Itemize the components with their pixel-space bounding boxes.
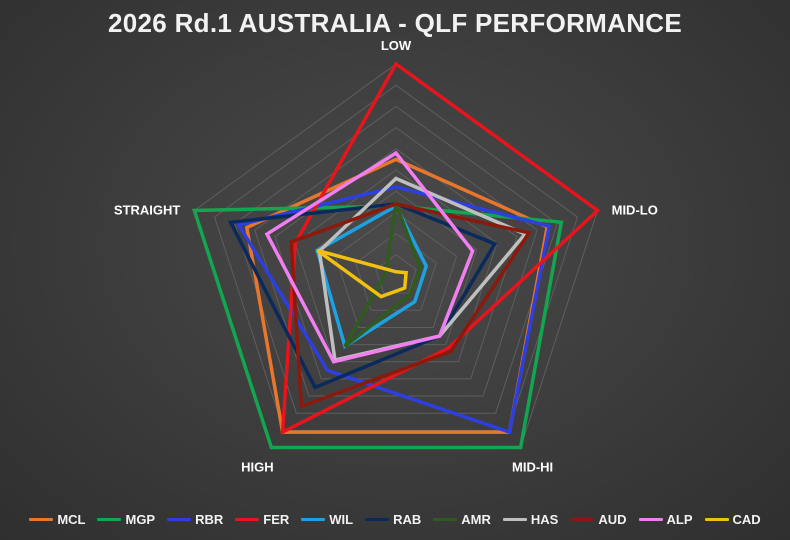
legend-swatch bbox=[301, 518, 326, 521]
legend-swatch bbox=[29, 518, 54, 521]
legend-item-rab: RAB bbox=[365, 512, 421, 527]
axis-labels: LOW MID-LO MID-HI HIGH STRAIGHT bbox=[114, 38, 658, 475]
legend-item-mcl: MCL bbox=[29, 512, 85, 527]
legend-item-cad: CAD bbox=[704, 512, 761, 527]
grid-ring bbox=[234, 105, 558, 414]
grid-ring bbox=[355, 232, 437, 311]
axis-label-mid-lo: MID-LO bbox=[612, 202, 658, 217]
legend-swatch bbox=[433, 518, 458, 521]
legend-label: AUD bbox=[598, 512, 627, 527]
legend-swatch bbox=[502, 518, 527, 521]
legend-label: MCL bbox=[57, 512, 86, 527]
series-mgp bbox=[191, 204, 564, 450]
radar-series bbox=[191, 61, 601, 450]
legend-label: AMR bbox=[461, 512, 491, 527]
grid-ring bbox=[294, 169, 498, 363]
legend-item-rbr: RBR bbox=[167, 512, 223, 527]
legend-label: FER bbox=[263, 512, 290, 527]
legend-swatch bbox=[167, 518, 192, 521]
axis-label-straight: STRAIGHT bbox=[114, 202, 181, 217]
legend-item-has: HAS bbox=[502, 512, 559, 527]
legend-item-wil: WIL bbox=[301, 512, 353, 527]
legend-swatch bbox=[235, 518, 260, 521]
legend-swatch bbox=[97, 518, 122, 521]
legend-label: ALP bbox=[666, 512, 693, 527]
legend-item-amr: AMR bbox=[433, 512, 491, 527]
series-alp bbox=[264, 150, 475, 364]
grid-ring bbox=[193, 63, 599, 449]
legend-label: HAS bbox=[530, 512, 559, 527]
legend-swatch bbox=[365, 518, 390, 521]
legend-label: MGP bbox=[125, 512, 156, 527]
grid-ring bbox=[375, 254, 417, 294]
series-wil bbox=[315, 203, 429, 350]
legend-label: RBR bbox=[195, 512, 224, 527]
legend-swatch bbox=[638, 518, 663, 521]
series-amr bbox=[343, 196, 423, 348]
series-fer bbox=[280, 61, 601, 436]
series-cad bbox=[316, 248, 408, 299]
legend: MCL MGP RBR FER WIL RAB AMR HAS AUD ALP CAD bbox=[0, 512, 790, 527]
radar-grid bbox=[193, 63, 599, 449]
legend-item-mgp: MGP bbox=[97, 512, 155, 527]
axis-label-high: HIGH bbox=[241, 460, 274, 475]
legend-item-fer: FER bbox=[235, 512, 289, 527]
legend-label: RAB bbox=[393, 512, 422, 527]
series-rab bbox=[227, 202, 498, 390]
grid-ring bbox=[334, 211, 458, 328]
legend-item-alp: ALP bbox=[638, 512, 693, 527]
axis-label-low: LOW bbox=[381, 38, 412, 53]
legend-swatch bbox=[570, 518, 595, 521]
legend-swatch bbox=[704, 518, 729, 521]
legend-item-aud: AUD bbox=[570, 512, 627, 527]
legend-label: WIL bbox=[329, 512, 354, 527]
legend-label: CAD bbox=[732, 512, 761, 527]
series-aud bbox=[289, 202, 532, 409]
chart-title: 2026 Rd.1 AUSTRALIA - QLF PERFORMANCE bbox=[108, 8, 682, 38]
axis-label-mid-hi: MID-HI bbox=[512, 460, 553, 475]
